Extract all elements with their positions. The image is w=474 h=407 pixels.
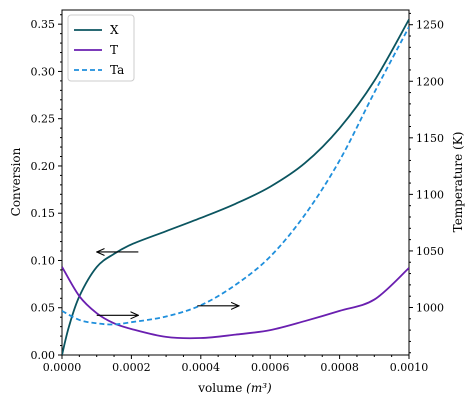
- y-right-tick-label: 1100: [416, 188, 444, 201]
- x-tick-label: 0.0000: [43, 361, 82, 374]
- series-line-x: [62, 19, 409, 355]
- x-axis-label-unit: (m³): [246, 381, 272, 395]
- legend: XT Ta: [67, 14, 135, 82]
- y-left-tick-label: 0.30: [31, 65, 56, 78]
- legend-label-x: X: [110, 23, 119, 37]
- axes: 0.0000 0.0002 0.0004 0.0006 0.0008 0.0010 0.00…: [31, 12, 444, 374]
- legend-box: [67, 14, 135, 82]
- y-left-tick-label: 0.00: [31, 349, 56, 362]
- x-tick-label: 0.0010: [390, 361, 429, 374]
- x-tick-label: 0.0006: [251, 361, 290, 374]
- y-right-tick-label: 1000: [416, 301, 444, 314]
- series-line-t: [62, 266, 409, 340]
- y-right-tick-label: 1050: [416, 245, 444, 258]
- y-right-tick-label: 1250: [416, 19, 444, 32]
- y-axis-label-right: Temperature (K): [451, 132, 465, 233]
- y-left-tick-label: 0.25: [31, 113, 56, 126]
- y-left-tick-label: 0.20: [31, 160, 56, 173]
- y-right-tick-label: 1150: [416, 132, 444, 145]
- y-left-tick-label: 0.15: [31, 207, 56, 220]
- x-axis-label: volume (m³): [197, 381, 272, 395]
- y-left-tick-label: 0.05: [31, 302, 56, 315]
- y-axis-label-left: Conversion: [9, 147, 23, 216]
- x-tick-label: 0.0008: [320, 361, 359, 374]
- y-left-tick-label: 0.10: [31, 254, 56, 267]
- series-lines: [62, 19, 409, 355]
- series-line-ta: [62, 26, 409, 326]
- x-axis-label-text: volume: [197, 381, 242, 395]
- y-left-tick-label: 0.35: [31, 18, 56, 31]
- y-right-tick-label: 1200: [416, 75, 444, 88]
- x-tick-label: 0.0002: [112, 361, 151, 374]
- annotation-arrows: [97, 252, 239, 315]
- legend-label-t: T: [110, 43, 118, 57]
- legend-label-ta: Ta: [110, 63, 124, 77]
- x-tick-label: 0.0004: [182, 361, 221, 374]
